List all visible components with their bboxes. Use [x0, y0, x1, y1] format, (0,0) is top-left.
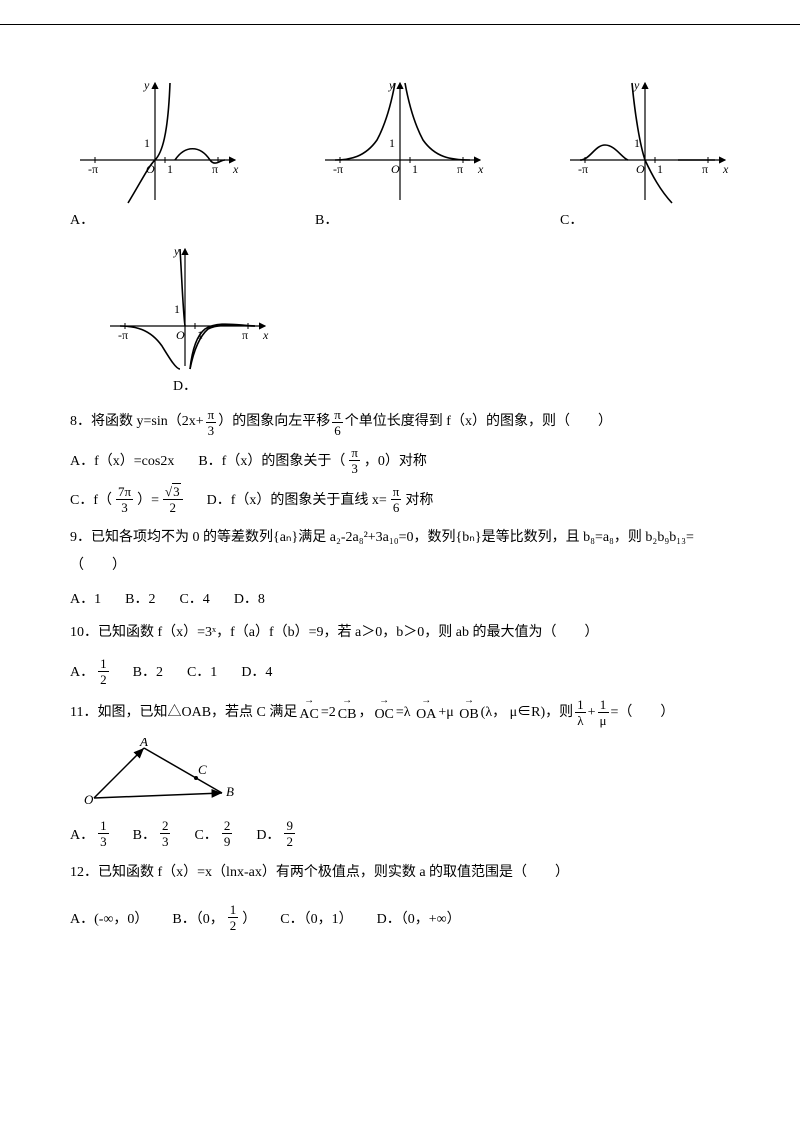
q9-stem: 9．已知各项均不为 0 的等差数列{aₙ}满足 a₂-2a₈²+3a₁₀=0，数… [70, 524, 730, 580]
q10-stem: 10．已知函数 f（x）=3ˣ，f（a）f（b）=9，若 a＞0，b＞0，则 a… [70, 618, 730, 649]
svg-text:x: x [262, 328, 269, 342]
q8-stem: 8．将函数 y=sin（2x+ π3 ）的图象向左平移 π6 个单位长度得到 f… [70, 407, 730, 438]
q8-options-ab: A．f（x）=cos2x B．f（x）的图象关于（ π3 ，0）对称 [70, 446, 730, 475]
q9-c: C．4 [179, 588, 209, 608]
svg-text:x: x [232, 162, 239, 176]
svg-text:B: B [226, 784, 234, 799]
q11-figure: O A B C [82, 738, 730, 813]
graph-b: x y O 1 1 -π π B． [315, 75, 485, 229]
svg-text:y: y [173, 244, 180, 258]
q9-b: B．2 [125, 588, 155, 608]
graph-c-label: C． [560, 209, 583, 229]
graph-d: x y O 1 1 -π π D． [100, 241, 270, 395]
q10-c: C．1 [187, 661, 217, 681]
q11-a: A．13 [70, 819, 109, 848]
svg-text:y: y [143, 78, 150, 92]
q10-options: A． 12 B．2 C．1 D．4 [70, 657, 730, 686]
svg-text:y: y [633, 78, 640, 92]
svg-text:π: π [457, 162, 463, 176]
svg-text:x: x [722, 162, 729, 176]
q12-d: D．（0，+∞） [377, 908, 461, 928]
svg-text:1: 1 [657, 162, 663, 176]
svg-text:-π: -π [88, 162, 98, 176]
svg-text:O: O [391, 162, 400, 176]
q12-options: A．(-∞，0） B．（0， 12 ） C．（0，1） D．（0，+∞） [70, 903, 730, 932]
svg-text:O: O [84, 792, 94, 807]
q12-a: A．(-∞，0） [70, 908, 148, 928]
svg-text:π: π [702, 162, 708, 176]
q9-d: D．8 [234, 588, 265, 608]
svg-text:1: 1 [389, 136, 395, 150]
q9-options: A．1 B．2 C．4 D．8 [70, 588, 730, 608]
svg-text:-π: -π [333, 162, 343, 176]
q12-c: C．（0，1） [280, 908, 352, 928]
graphs-row-1: x y O 1 1 -π π A． x y [70, 75, 730, 229]
q11-b: B．23 [133, 819, 171, 848]
svg-text:1: 1 [412, 162, 418, 176]
q8-options-cd: C．f（ 7π3 ）= √32 D．f（x）的图象关于直线 x= π6 对称 [70, 485, 730, 514]
q12-stem: 12．已知函数 f（x）=x（lnx-ax）有两个极值点，则实数 a 的取值范围… [70, 858, 730, 889]
svg-text:-π: -π [118, 328, 128, 342]
svg-text:A: A [139, 738, 148, 749]
svg-text:x: x [477, 162, 484, 176]
graphs-row-2: x y O 1 1 -π π D． [100, 241, 730, 395]
svg-text:π: π [212, 162, 218, 176]
q11-d: D．92 [256, 819, 295, 848]
graph-b-label: B． [315, 209, 338, 229]
svg-text:1: 1 [167, 162, 173, 176]
q10-a: A． 12 [70, 657, 109, 686]
q8-d: D．f（x）的图象关于直线 x= π6 对称 [207, 485, 434, 514]
q10-d: D．4 [241, 661, 272, 681]
q8-a: A．f（x）=cos2x [70, 450, 174, 470]
svg-text:-π: -π [578, 162, 588, 176]
svg-text:π: π [242, 328, 248, 342]
svg-text:O: O [176, 328, 185, 342]
q11-stem: 11．如图，已知△OAB，若点 C 满足 AC=2CB ， OC=λ OA+μ … [70, 696, 730, 731]
svg-text:O: O [636, 162, 645, 176]
svg-text:C: C [198, 762, 207, 777]
q12-b: B．（0， 12 ） [172, 903, 256, 932]
q10-b: B．2 [133, 661, 163, 681]
svg-text:1: 1 [144, 136, 150, 150]
q11-c: C．29 [194, 819, 232, 848]
graph-a-label: A． [70, 209, 94, 229]
q11-options: A．13 B．23 C．29 D．92 [70, 819, 730, 848]
graph-a: x y O 1 1 -π π A． [70, 75, 240, 229]
graph-c: x y O 1 1 -π π C． [560, 75, 730, 229]
q9-a: A．1 [70, 588, 101, 608]
graph-d-label: D． [173, 375, 197, 395]
svg-text:1: 1 [174, 302, 180, 316]
q8-c: C．f（ 7π3 ）= √32 [70, 485, 183, 514]
q8-b: B．f（x）的图象关于（ π3 ，0）对称 [198, 446, 427, 475]
